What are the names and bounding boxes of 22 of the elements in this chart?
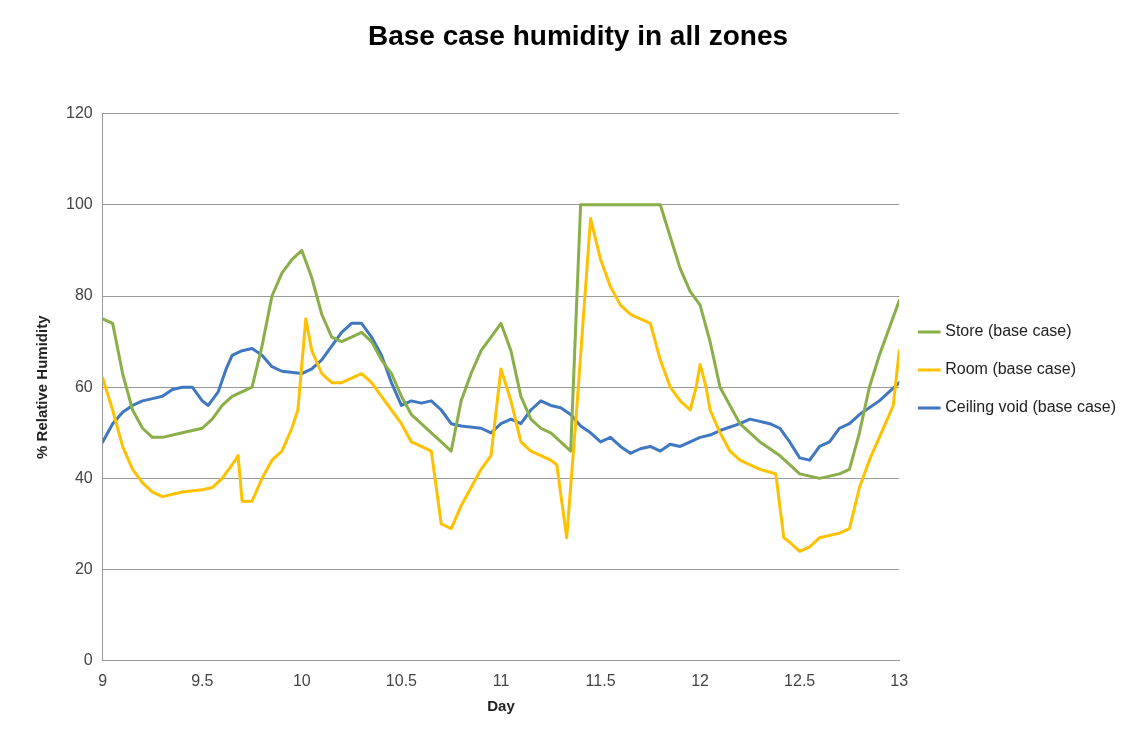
y-tick-label: 100	[65, 195, 93, 213]
y-tick-label: 120	[65, 104, 93, 122]
x-axis-title: Day	[487, 697, 516, 715]
x-tick-label: 10	[292, 671, 311, 689]
x-tick-label: 11	[492, 671, 510, 689]
y-tick-label: 0	[83, 651, 93, 669]
legend-label: Room (base case)	[945, 360, 1076, 378]
legend-label: Store (base case)	[945, 322, 1072, 340]
y-axis-title: % Relative Humidity	[33, 314, 51, 459]
y-tick-label: 40	[74, 468, 93, 486]
x-tick-label: 12	[691, 671, 710, 689]
y-tick-label: 20	[74, 560, 93, 578]
y-tick-label: 60	[74, 377, 93, 395]
x-tick-label: 10.5	[385, 671, 418, 689]
x-tick-label: 11.5	[585, 671, 616, 689]
legend-label: Ceiling void (base case)	[945, 398, 1116, 416]
x-tick-label: 13	[890, 671, 909, 689]
x-tick-label: 9.5	[191, 671, 214, 689]
x-tick-label: 12.5	[784, 671, 816, 689]
chart-title: Base case humidity in all zones	[367, 19, 789, 51]
x-tick-label: 9	[98, 671, 108, 689]
y-tick-label: 80	[74, 286, 93, 304]
